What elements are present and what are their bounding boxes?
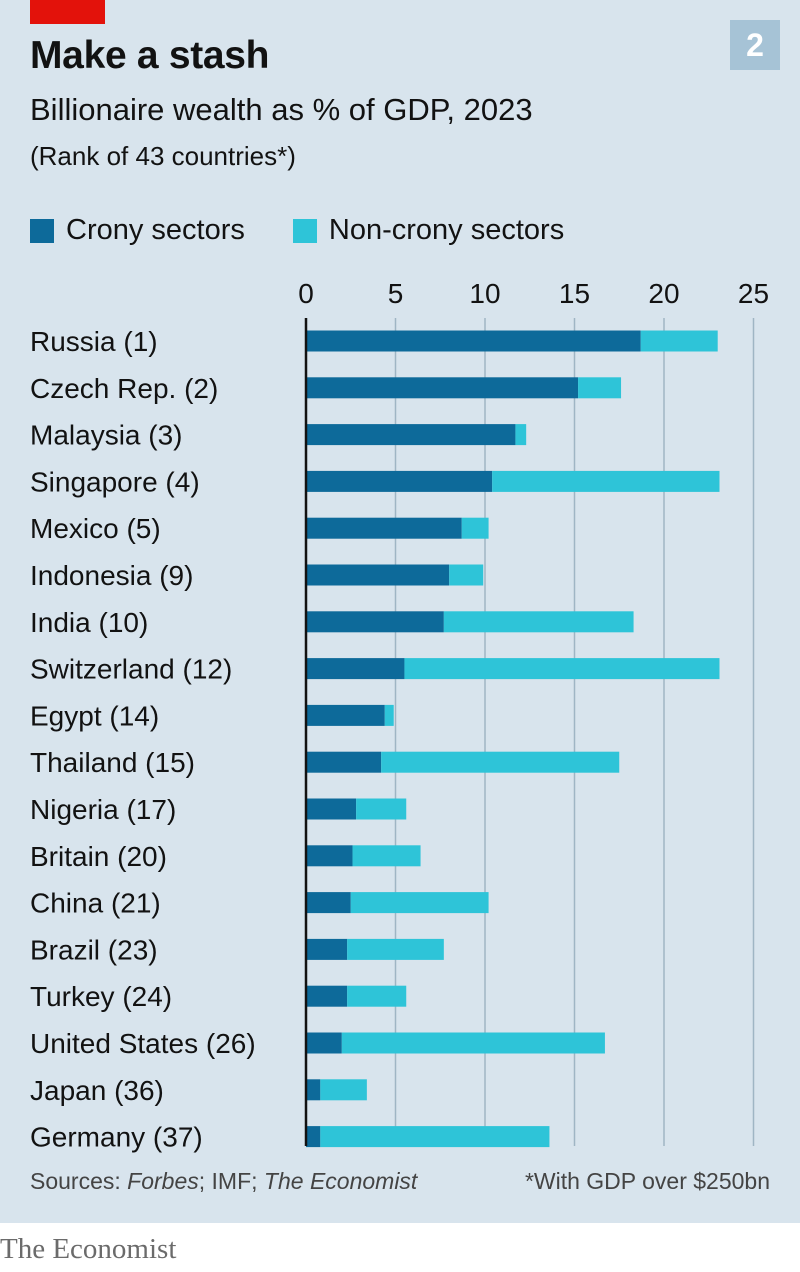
bar-crony-6 bbox=[306, 611, 444, 633]
bar-noncrony-16 bbox=[320, 1079, 367, 1101]
x-tick-label-25: 25 bbox=[738, 278, 769, 309]
x-tick-label-15: 15 bbox=[559, 278, 590, 309]
legend-item-noncrony: Non-crony sectors bbox=[292, 214, 565, 247]
footnote: *With GDP over $250bn bbox=[524, 1168, 770, 1194]
red-brand-tag bbox=[30, 0, 105, 24]
category-label-9: Thailand (15) bbox=[30, 747, 195, 778]
category-label-1: Czech Rep. (2) bbox=[30, 373, 218, 404]
chart-title: Make a stash bbox=[30, 34, 270, 77]
category-label-3: Singapore (4) bbox=[30, 466, 200, 497]
bar-crony-8 bbox=[306, 704, 385, 726]
category-label-10: Nigeria (17) bbox=[30, 794, 176, 825]
bar-crony-15 bbox=[306, 1032, 342, 1054]
bar-noncrony-13 bbox=[347, 938, 444, 960]
bar-noncrony-10 bbox=[356, 798, 407, 820]
legend-label-noncrony: Non-crony sectors bbox=[328, 214, 565, 246]
category-label-0: Russia (1) bbox=[30, 326, 158, 357]
bar-crony-3 bbox=[306, 470, 493, 492]
bar-crony-16 bbox=[306, 1079, 321, 1101]
category-label-12: China (21) bbox=[30, 888, 161, 919]
bar-noncrony-3 bbox=[492, 470, 720, 492]
chart-note: (Rank of 43 countries*) bbox=[30, 141, 296, 171]
bar-crony-0 bbox=[306, 330, 641, 352]
bar-crony-14 bbox=[306, 985, 348, 1007]
bar-crony-12 bbox=[306, 892, 351, 914]
source-economist: The Economist bbox=[263, 1168, 418, 1194]
x-tick-label-0: 0 bbox=[298, 278, 314, 309]
bar-noncrony-14 bbox=[347, 985, 407, 1007]
bar-crony-17 bbox=[306, 1126, 321, 1148]
source-note: Sources: Forbes; IMF; The Economist bbox=[30, 1168, 417, 1195]
bar-noncrony-0 bbox=[640, 330, 718, 352]
bar-noncrony-4 bbox=[461, 517, 489, 539]
bar-noncrony-11 bbox=[352, 845, 421, 867]
bar-noncrony-17 bbox=[320, 1126, 550, 1148]
category-label-17: Germany (37) bbox=[30, 1122, 203, 1153]
category-label-6: India (10) bbox=[30, 607, 148, 638]
bar-crony-4 bbox=[306, 517, 462, 539]
bar-crony-5 bbox=[306, 564, 450, 586]
category-label-14: Turkey (24) bbox=[30, 981, 172, 1012]
category-label-11: Britain (20) bbox=[30, 841, 167, 872]
source-forbes: Forbes bbox=[127, 1168, 199, 1194]
bar-noncrony-9 bbox=[381, 751, 620, 773]
category-label-16: Japan (36) bbox=[30, 1075, 164, 1106]
legend-swatch-noncrony bbox=[292, 218, 317, 243]
legend: Crony sectors Non-crony sectors bbox=[30, 214, 612, 247]
bar-crony-13 bbox=[306, 938, 348, 960]
x-tick-label-5: 5 bbox=[388, 278, 404, 309]
bar-crony-2 bbox=[306, 424, 516, 446]
bar-crony-1 bbox=[306, 377, 579, 399]
chart-number-badge: 2 bbox=[730, 20, 780, 70]
source-sep: ; IMF; bbox=[198, 1168, 264, 1194]
category-label-7: Switzerland (12) bbox=[30, 654, 232, 685]
x-tick-label-10: 10 bbox=[469, 278, 500, 309]
bar-crony-11 bbox=[306, 845, 353, 867]
bar-crony-7 bbox=[306, 658, 405, 680]
legend-swatch-crony bbox=[30, 218, 54, 243]
category-label-2: Malaysia (3) bbox=[30, 420, 182, 451]
economist-logo: The Economist bbox=[0, 1233, 177, 1265]
x-tick-label-20: 20 bbox=[648, 278, 679, 309]
bar-noncrony-2 bbox=[515, 424, 527, 446]
bar-noncrony-12 bbox=[350, 892, 489, 914]
bar-crony-9 bbox=[306, 751, 382, 773]
category-label-8: Egypt (14) bbox=[30, 700, 159, 731]
bar-noncrony-1 bbox=[578, 377, 622, 399]
legend-item-crony: Crony sectors bbox=[30, 214, 245, 247]
bar-noncrony-8 bbox=[384, 704, 394, 726]
category-label-15: United States (26) bbox=[30, 1028, 256, 1059]
bar-noncrony-15 bbox=[341, 1032, 605, 1054]
category-label-13: Brazil (23) bbox=[30, 934, 158, 965]
category-label-4: Mexico (5) bbox=[30, 513, 161, 544]
chart-subtitle: Billionaire wealth as % of GDP, 2023 bbox=[30, 92, 533, 127]
bar-noncrony-7 bbox=[404, 658, 720, 680]
bar-noncrony-6 bbox=[443, 611, 634, 633]
bar-crony-10 bbox=[306, 798, 357, 820]
legend-label-crony: Crony sectors bbox=[66, 214, 245, 246]
source-prefix: Sources: bbox=[30, 1168, 128, 1194]
category-label-5: Indonesia (9) bbox=[30, 560, 193, 591]
bar-noncrony-5 bbox=[449, 564, 484, 586]
bar-chart: 0 5 10 15 20 25 Russia (1) Czech Rep. (2) Malays… bbox=[30, 278, 769, 1153]
